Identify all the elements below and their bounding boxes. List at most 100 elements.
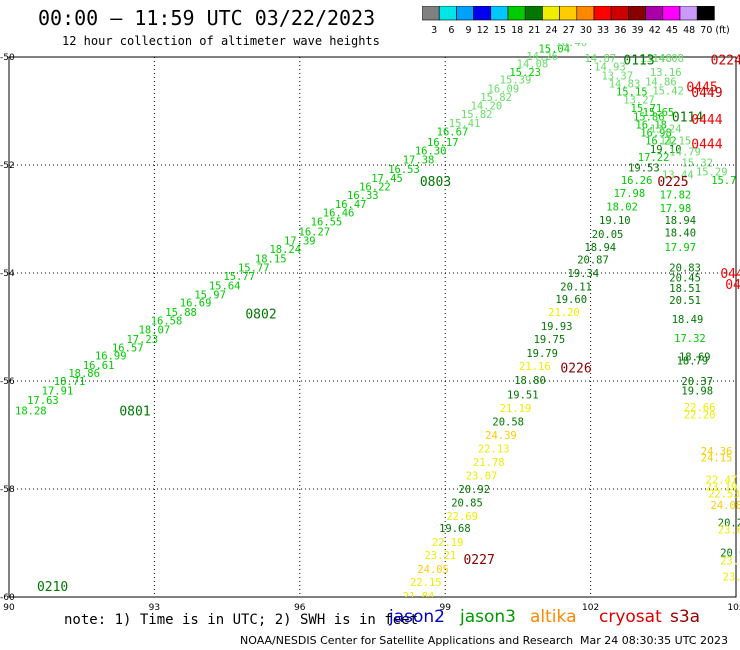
wave-height-value: 22.13 xyxy=(478,444,510,456)
wave-height-value: 20.87 xyxy=(577,255,609,267)
wave-height-value: 17.45 xyxy=(371,173,403,185)
wave-height-value: 15.7 xyxy=(711,175,736,187)
pass-time-label: 0113 xyxy=(623,54,654,69)
map-subtitle: 12 hour collection of altimeter wave hei… xyxy=(62,34,380,48)
wave-height-value: 18.86 xyxy=(68,368,100,380)
pass-time-label: 0444 xyxy=(720,267,740,282)
legend-label: 21 xyxy=(528,25,540,36)
wave-height-value: 18.49 xyxy=(672,314,704,326)
legend-label: 27 xyxy=(563,25,575,36)
pass-time-label: 0803 xyxy=(420,175,451,190)
pass-time-label: 0801 xyxy=(119,405,150,420)
wave-height-value: 16.22 xyxy=(359,182,391,194)
wave-height-value: 18.02 xyxy=(606,202,638,214)
satellite-name: cryosat xyxy=(599,607,662,627)
wave-height-value: 13.48 xyxy=(640,53,672,65)
wave-height-value: 20.83 xyxy=(669,263,701,275)
wave-height-value: 18.80 xyxy=(514,375,546,387)
wave-height-value: 21.78 xyxy=(473,457,505,469)
wave-height-value: 16.99 xyxy=(95,351,127,363)
footer-note: note: 1) Time is in UTC; 2) SWH is in fe… xyxy=(64,612,419,628)
wave-height-value: 22.47 xyxy=(706,474,738,486)
wave-height-value: 20.11 xyxy=(560,282,592,294)
wave-height-value: 18.24 xyxy=(269,244,301,256)
legend-label: 30 xyxy=(580,25,592,36)
legend-label: 39 xyxy=(632,25,644,36)
wave-height-value: 20.45 xyxy=(669,272,701,284)
wave-height-value: 18.94 xyxy=(664,215,696,227)
wave-height-value: 14.08 xyxy=(652,53,684,65)
wave-height-value: 23.17 xyxy=(720,555,740,567)
map-title: 00:00 – 11:59 UTC 03/22/2023 xyxy=(38,6,376,30)
y-tick-label: -52 xyxy=(0,161,15,171)
wave-height-value: 18.28 xyxy=(15,406,47,418)
wave-height-value: 23.62 xyxy=(718,525,740,537)
wave-height-value: 17.91 xyxy=(42,386,74,398)
map-frame xyxy=(8,56,737,598)
wave-height-value: 15.23 xyxy=(509,67,541,79)
wave-height-value: 19.34 xyxy=(568,268,600,280)
wave-height-value: 24.39 xyxy=(485,430,517,442)
wave-height-value: 14.83 xyxy=(609,78,641,90)
wave-height-value: 15.32 xyxy=(681,157,713,169)
wave-height-value: 13.16 xyxy=(650,67,682,79)
legend-label: 70 xyxy=(700,25,712,36)
wave-height-value: 18.07 xyxy=(139,325,171,337)
wave-height-value: 16.27 xyxy=(299,226,331,238)
wave-height-value: 17.32 xyxy=(674,333,706,345)
pass-time-label: 0225 xyxy=(657,175,688,190)
wave-height-value: 18.69 xyxy=(679,352,711,364)
wave-height-value: 18.71 xyxy=(54,376,86,388)
pass-time-label: 0114 xyxy=(672,110,703,125)
x-tick-label: 105 xyxy=(727,603,740,613)
wave-height-value: 20.37 xyxy=(681,376,713,388)
wave-height-value: 19.93 xyxy=(541,321,573,333)
wave-height-value: 14.93 xyxy=(594,62,626,74)
wave-height-value: 14.26 xyxy=(526,51,558,63)
wave-height-value: 16.18 xyxy=(635,120,667,132)
wave-height-value: 22.19 xyxy=(432,537,464,549)
wave-height-value: 17.98 xyxy=(614,188,646,200)
wave-height-value: 16.58 xyxy=(151,316,183,328)
wave-height-value: 17.38 xyxy=(403,155,435,167)
pass-time-label: 0449 xyxy=(691,86,722,101)
wave-height-value: 23.67 xyxy=(723,571,740,583)
wave-height-value: 18.79 xyxy=(677,355,709,367)
satellite-name: jason3 xyxy=(460,607,516,627)
wave-height-value: 23.19 xyxy=(706,481,738,493)
wave-height-value: 15.65 xyxy=(643,107,675,119)
legend-label: 24 xyxy=(546,25,558,36)
wave-height-value: 20.20 xyxy=(718,517,740,529)
legend-label: 45 xyxy=(666,25,678,36)
wave-height-value: 19.10 xyxy=(650,144,682,156)
wave-height-value: 15.82 xyxy=(461,109,493,121)
wave-height-value: 18.40 xyxy=(664,228,696,240)
pass-time-label: 0444 xyxy=(691,113,722,128)
wave-height-value: 13.24 xyxy=(650,123,682,135)
pass-time-label: 0224 xyxy=(711,54,740,69)
wave-height-value: 14.15 xyxy=(660,136,692,148)
wave-height-value: 15.71 xyxy=(631,103,663,115)
wave-height-value: 19.98 xyxy=(681,386,713,398)
legend-label: 48 xyxy=(683,25,695,36)
wave-height-value: 24.36 xyxy=(701,446,733,458)
wave-height-value: 16.46 xyxy=(555,37,587,49)
x-tick-label: 93 xyxy=(149,603,160,613)
wave-height-value: 14.20 xyxy=(471,101,503,113)
wave-height-value: 15.64 xyxy=(209,280,241,292)
x-tick-label: 102 xyxy=(582,603,599,613)
legend-unit: (ft) xyxy=(715,25,729,36)
wave-height-value: 16.22 xyxy=(645,136,677,148)
wave-height-value: 16.47 xyxy=(335,199,367,211)
wave-height-value: 24.15 xyxy=(701,453,733,465)
wave-height-value: 23.21 xyxy=(425,550,457,562)
wave-height-value: 19.60 xyxy=(555,294,587,306)
wave-height-value: 16.46 xyxy=(323,208,355,220)
legend-label: 12 xyxy=(477,25,489,36)
x-tick-label: 99 xyxy=(439,603,451,613)
wave-height-value: 22.66 xyxy=(684,402,716,414)
wave-height-value: 20.58 xyxy=(492,417,524,429)
wave-height-value: 16.33 xyxy=(347,190,379,202)
legend-label: 3 xyxy=(431,25,437,36)
